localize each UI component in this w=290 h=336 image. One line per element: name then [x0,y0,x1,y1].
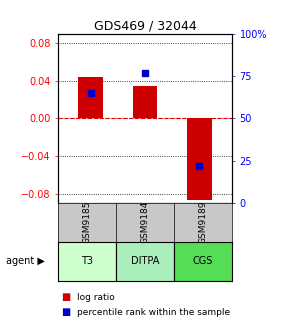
Text: ■: ■ [61,307,70,318]
Text: ■: ■ [61,292,70,302]
Bar [133,86,157,119]
Text: log ratio: log ratio [77,293,115,302]
Text: agent ▶: agent ▶ [6,256,45,266]
Bar [187,119,212,200]
Text: DITPA: DITPA [131,256,159,266]
Text: CGS: CGS [193,256,213,266]
Text: T3: T3 [81,256,93,266]
Title: GDS469 / 32044: GDS469 / 32044 [94,19,196,33]
Bar [78,77,103,119]
Text: GSM9185: GSM9185 [82,201,92,244]
Text: percentile rank within the sample: percentile rank within the sample [77,308,230,317]
Text: GSM9184: GSM9184 [140,201,150,244]
Text: GSM9189: GSM9189 [198,201,208,244]
